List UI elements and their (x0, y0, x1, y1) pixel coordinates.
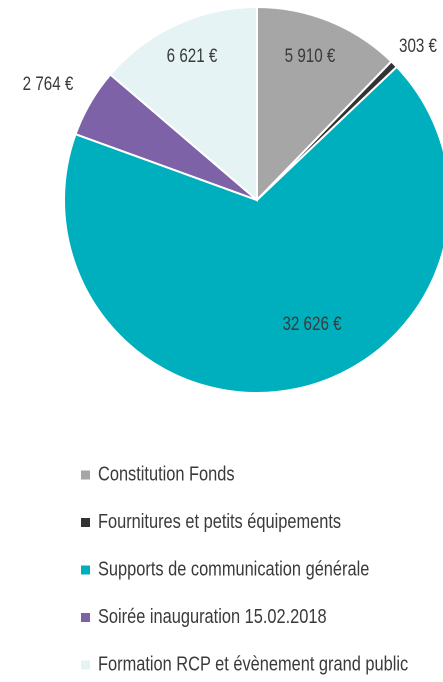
legend-label: Soirée inauguration 15.02.2018 (98, 604, 327, 627)
legend-entry: Soirée inauguration 15.02.2018 (98, 604, 327, 627)
data-label-group: 2 764 € (23, 72, 74, 94)
data-label: 303 € (399, 34, 437, 56)
legend-entry: Supports de communication générale (98, 557, 369, 580)
pie-slice (256, 5, 393, 203)
data-label-group: 32 626 € (282, 312, 341, 334)
pie-slice (108, 5, 258, 203)
legend-label: Formation RCP et évènement grand public (98, 652, 408, 675)
data-label-group: 303 € (399, 34, 437, 56)
legend-swatch (81, 470, 90, 480)
data-label: 5 910 € (285, 44, 336, 66)
legend-label: Supports de communication générale (98, 557, 369, 580)
data-label: 32 626 € (282, 312, 341, 334)
pie (63, 5, 443, 394)
legend-entry: Constitution Fonds (98, 462, 235, 485)
legend-label: Constitution Fonds (98, 462, 235, 485)
legend-swatch (81, 565, 90, 575)
data-label-group: 5 910 € (285, 44, 336, 66)
data-label-group: 6 621 € (167, 44, 218, 66)
legend-label: Fournitures et petits équipements (98, 509, 341, 532)
data-label: 2 764 € (23, 72, 74, 94)
legend-swatch (81, 518, 90, 527)
data-labels: 5 910 € 303 € 32 626 € 2 764 € 6 621 € (23, 34, 438, 334)
legend-entry: Formation RCP et évènement grand public (98, 652, 408, 675)
legend-swatch (81, 660, 90, 670)
legend: Constitution Fonds Fournitures et petits … (81, 462, 408, 675)
legend-swatch (81, 613, 90, 622)
legend-entry: Fournitures et petits équipements (98, 509, 341, 532)
pie-slice (63, 65, 443, 394)
data-label: 6 621 € (167, 44, 218, 66)
